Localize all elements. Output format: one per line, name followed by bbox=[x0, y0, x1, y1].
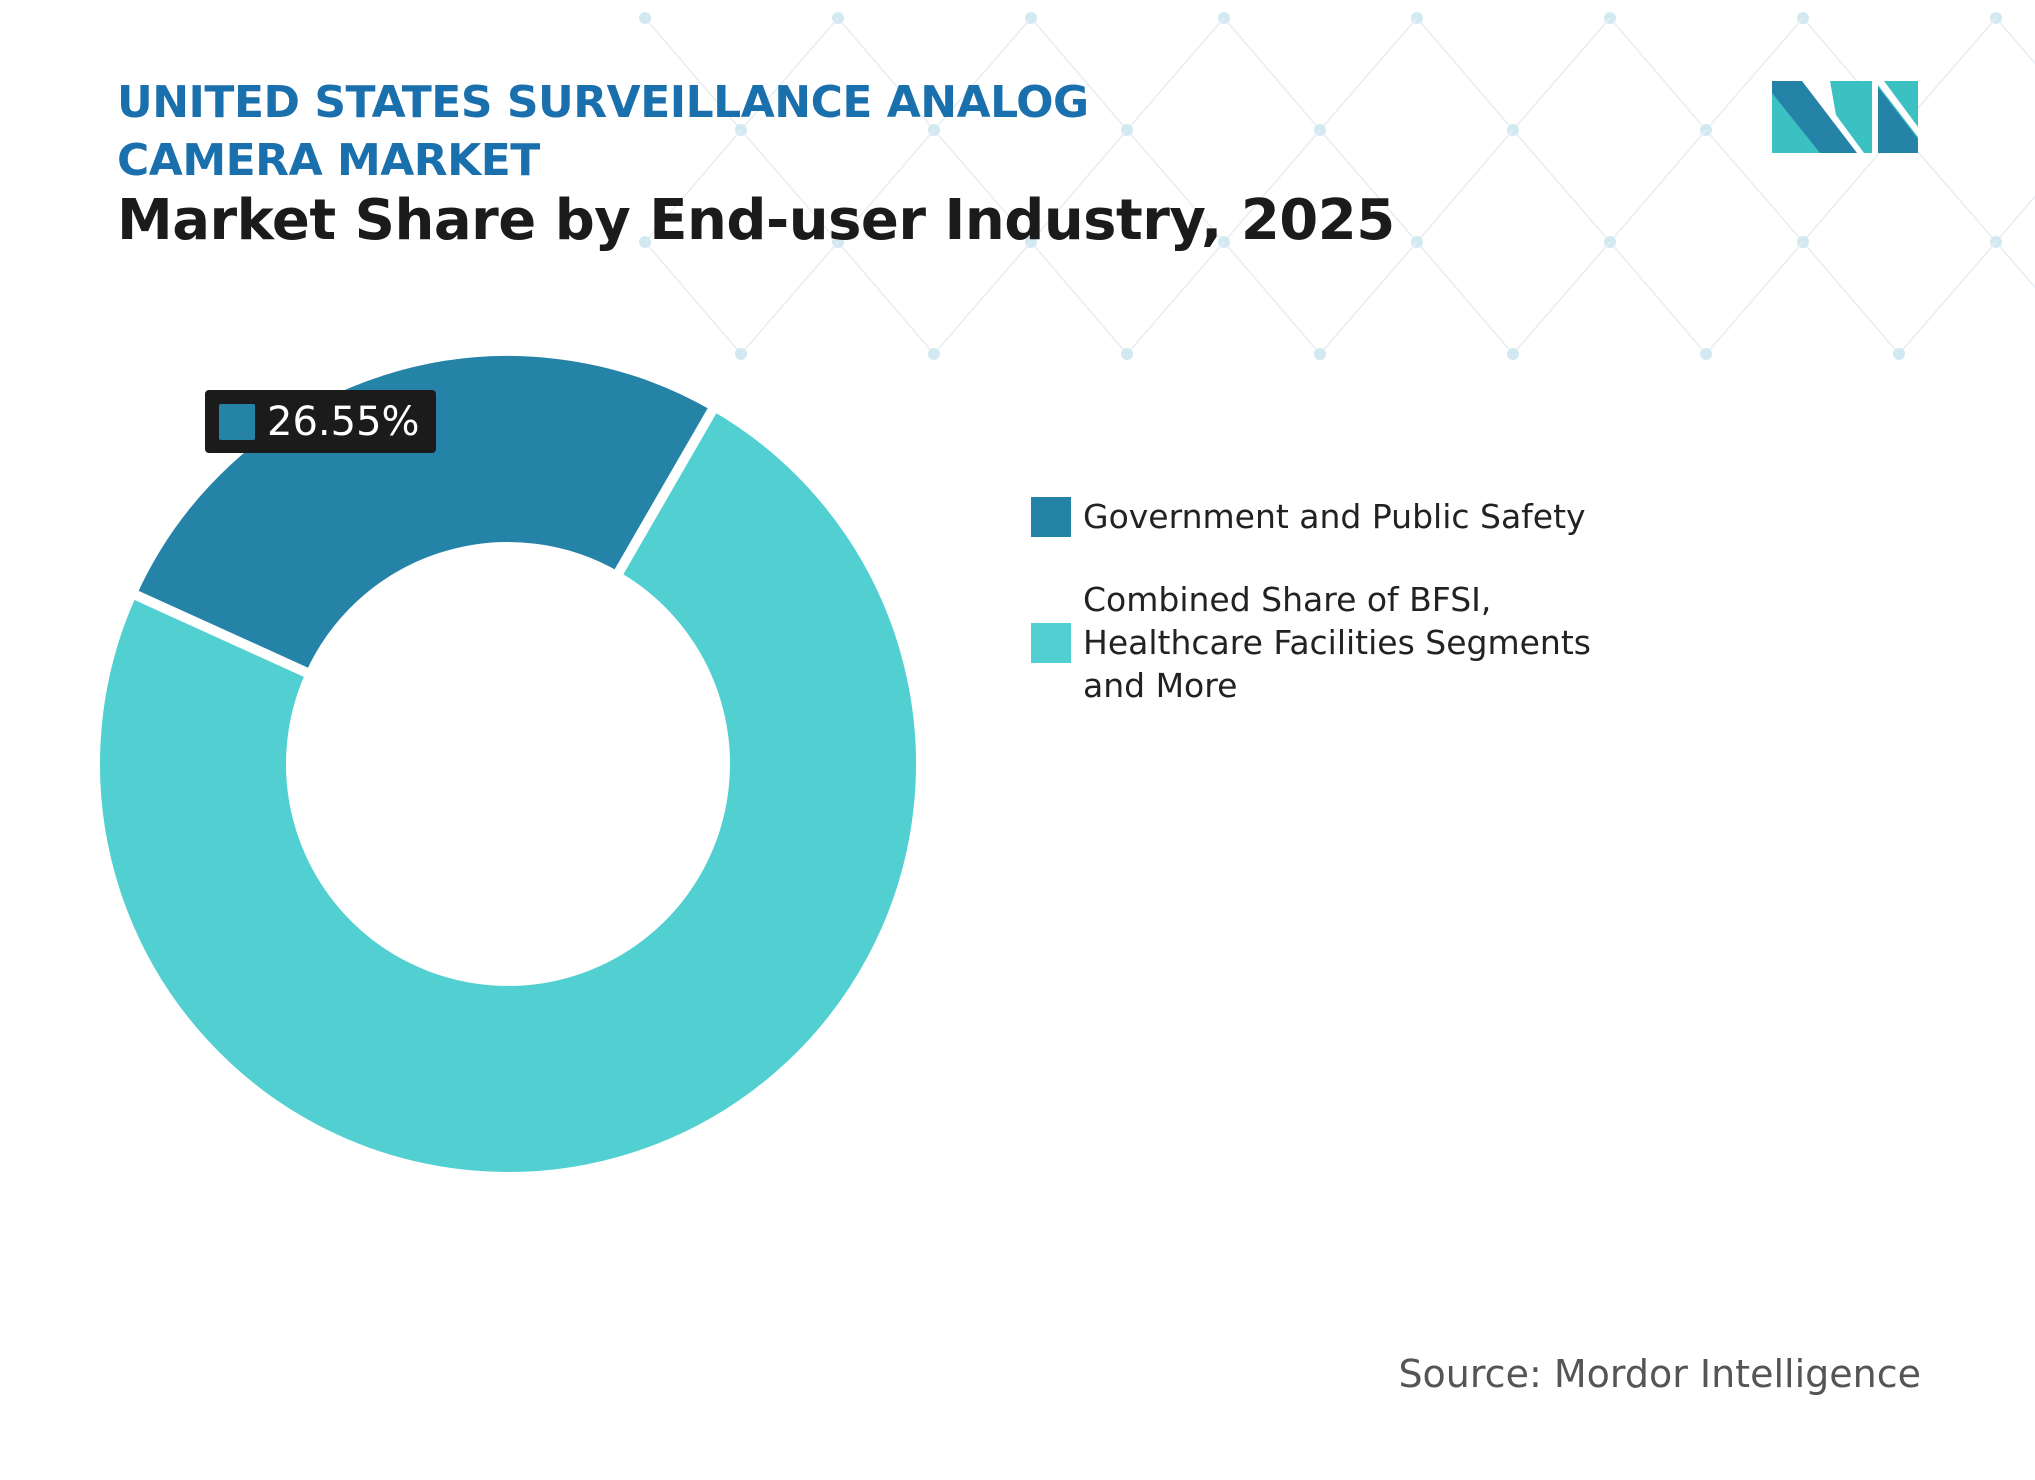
source-note: Source: Mordor Intelligence bbox=[1398, 1352, 1921, 1396]
legend-label: Government and Public Safety bbox=[1083, 497, 1586, 536]
legend-swatch bbox=[1031, 496, 1071, 537]
legend-swatch bbox=[1031, 622, 1071, 663]
mordor-intelligence-logo bbox=[1772, 81, 1918, 153]
legend-item-government[interactable]: Government and Public Safety bbox=[1031, 495, 1683, 538]
data-label-value: 26.55% bbox=[267, 398, 420, 445]
data-label-government: 26.55% bbox=[205, 390, 436, 453]
legend-item-combined[interactable]: Combined Share of BFSI, Healthcare Facil… bbox=[1031, 578, 1683, 707]
data-label-swatch bbox=[219, 403, 255, 440]
legend: Government and Public Safety Combined Sh… bbox=[1031, 495, 1683, 747]
chart-subtitle: Market Share by End-user Industry, 2025 bbox=[117, 188, 1395, 253]
donut-slice-combined bbox=[90, 399, 926, 1182]
chart-title: UNITED STATES SURVEILLANCE ANALOG CAMERA… bbox=[117, 77, 1089, 186]
legend-label: Combined Share of BFSI, Healthcare Facil… bbox=[1083, 580, 1591, 705]
